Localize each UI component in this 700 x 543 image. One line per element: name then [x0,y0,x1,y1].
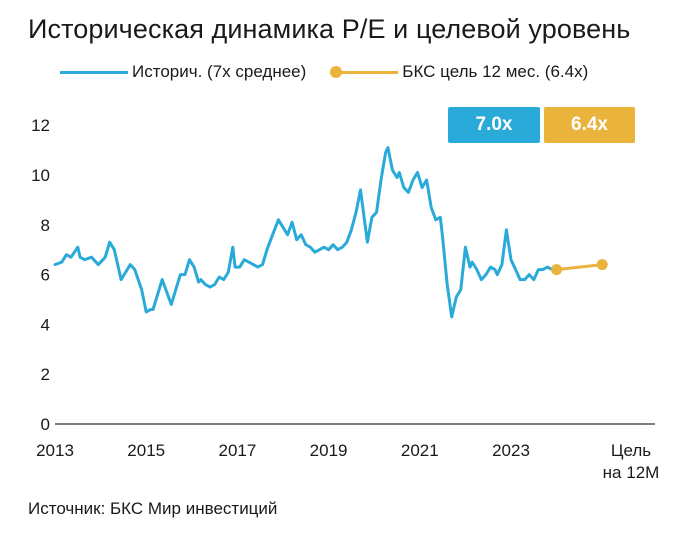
legend-label-historical: Историч. (7х среднее) [132,62,307,81]
x-tick-label: 2015 [127,441,165,460]
legend-line-swatch [60,70,128,74]
series-line-historical [53,146,559,319]
badge-target-value: 6.4x [544,107,635,144]
x-tick-label-target: Цель [611,441,651,460]
x-tick-label: 2021 [401,441,439,460]
legend: Историч. (7х среднее) БКС цель 12 мес. (… [60,60,612,84]
y-tick-label: 0 [41,415,50,434]
series-point-target [551,264,563,276]
legend-target-line [330,71,399,74]
x-tick-label: 2023 [492,441,530,460]
x-tick-label: 2013 [36,441,74,460]
x-tick-label: 2017 [218,441,256,460]
legend-item-historical: Историч. (7х среднее) [60,62,306,82]
series-line-target [556,263,603,272]
badge-historical-average: 7.0x [448,107,540,144]
chart-title: Историческая динамика P/E и целевой уров… [28,14,631,44]
y-tick-label: 8 [41,216,50,235]
x-tick-label: 2019 [310,441,348,460]
source-note: Источник: БКС Мир инвестиций [28,499,278,518]
legend-target-dot [330,66,343,78]
series-point-target [596,259,608,271]
y-tick-label: 2 [41,365,50,384]
y-tick-label: 4 [41,315,50,334]
legend-label-target: БКС цель 12 мес. (6.4x) [402,62,589,81]
legend-dot-swatch [330,66,399,78]
y-tick-label: 6 [41,266,50,285]
legend-item-target: БКС цель 12 мес. (6.4x) [330,62,588,82]
y-tick-label: 12 [31,116,50,135]
x-tick-label-target: на 12М [603,463,660,482]
y-tick-label: 10 [31,166,50,185]
